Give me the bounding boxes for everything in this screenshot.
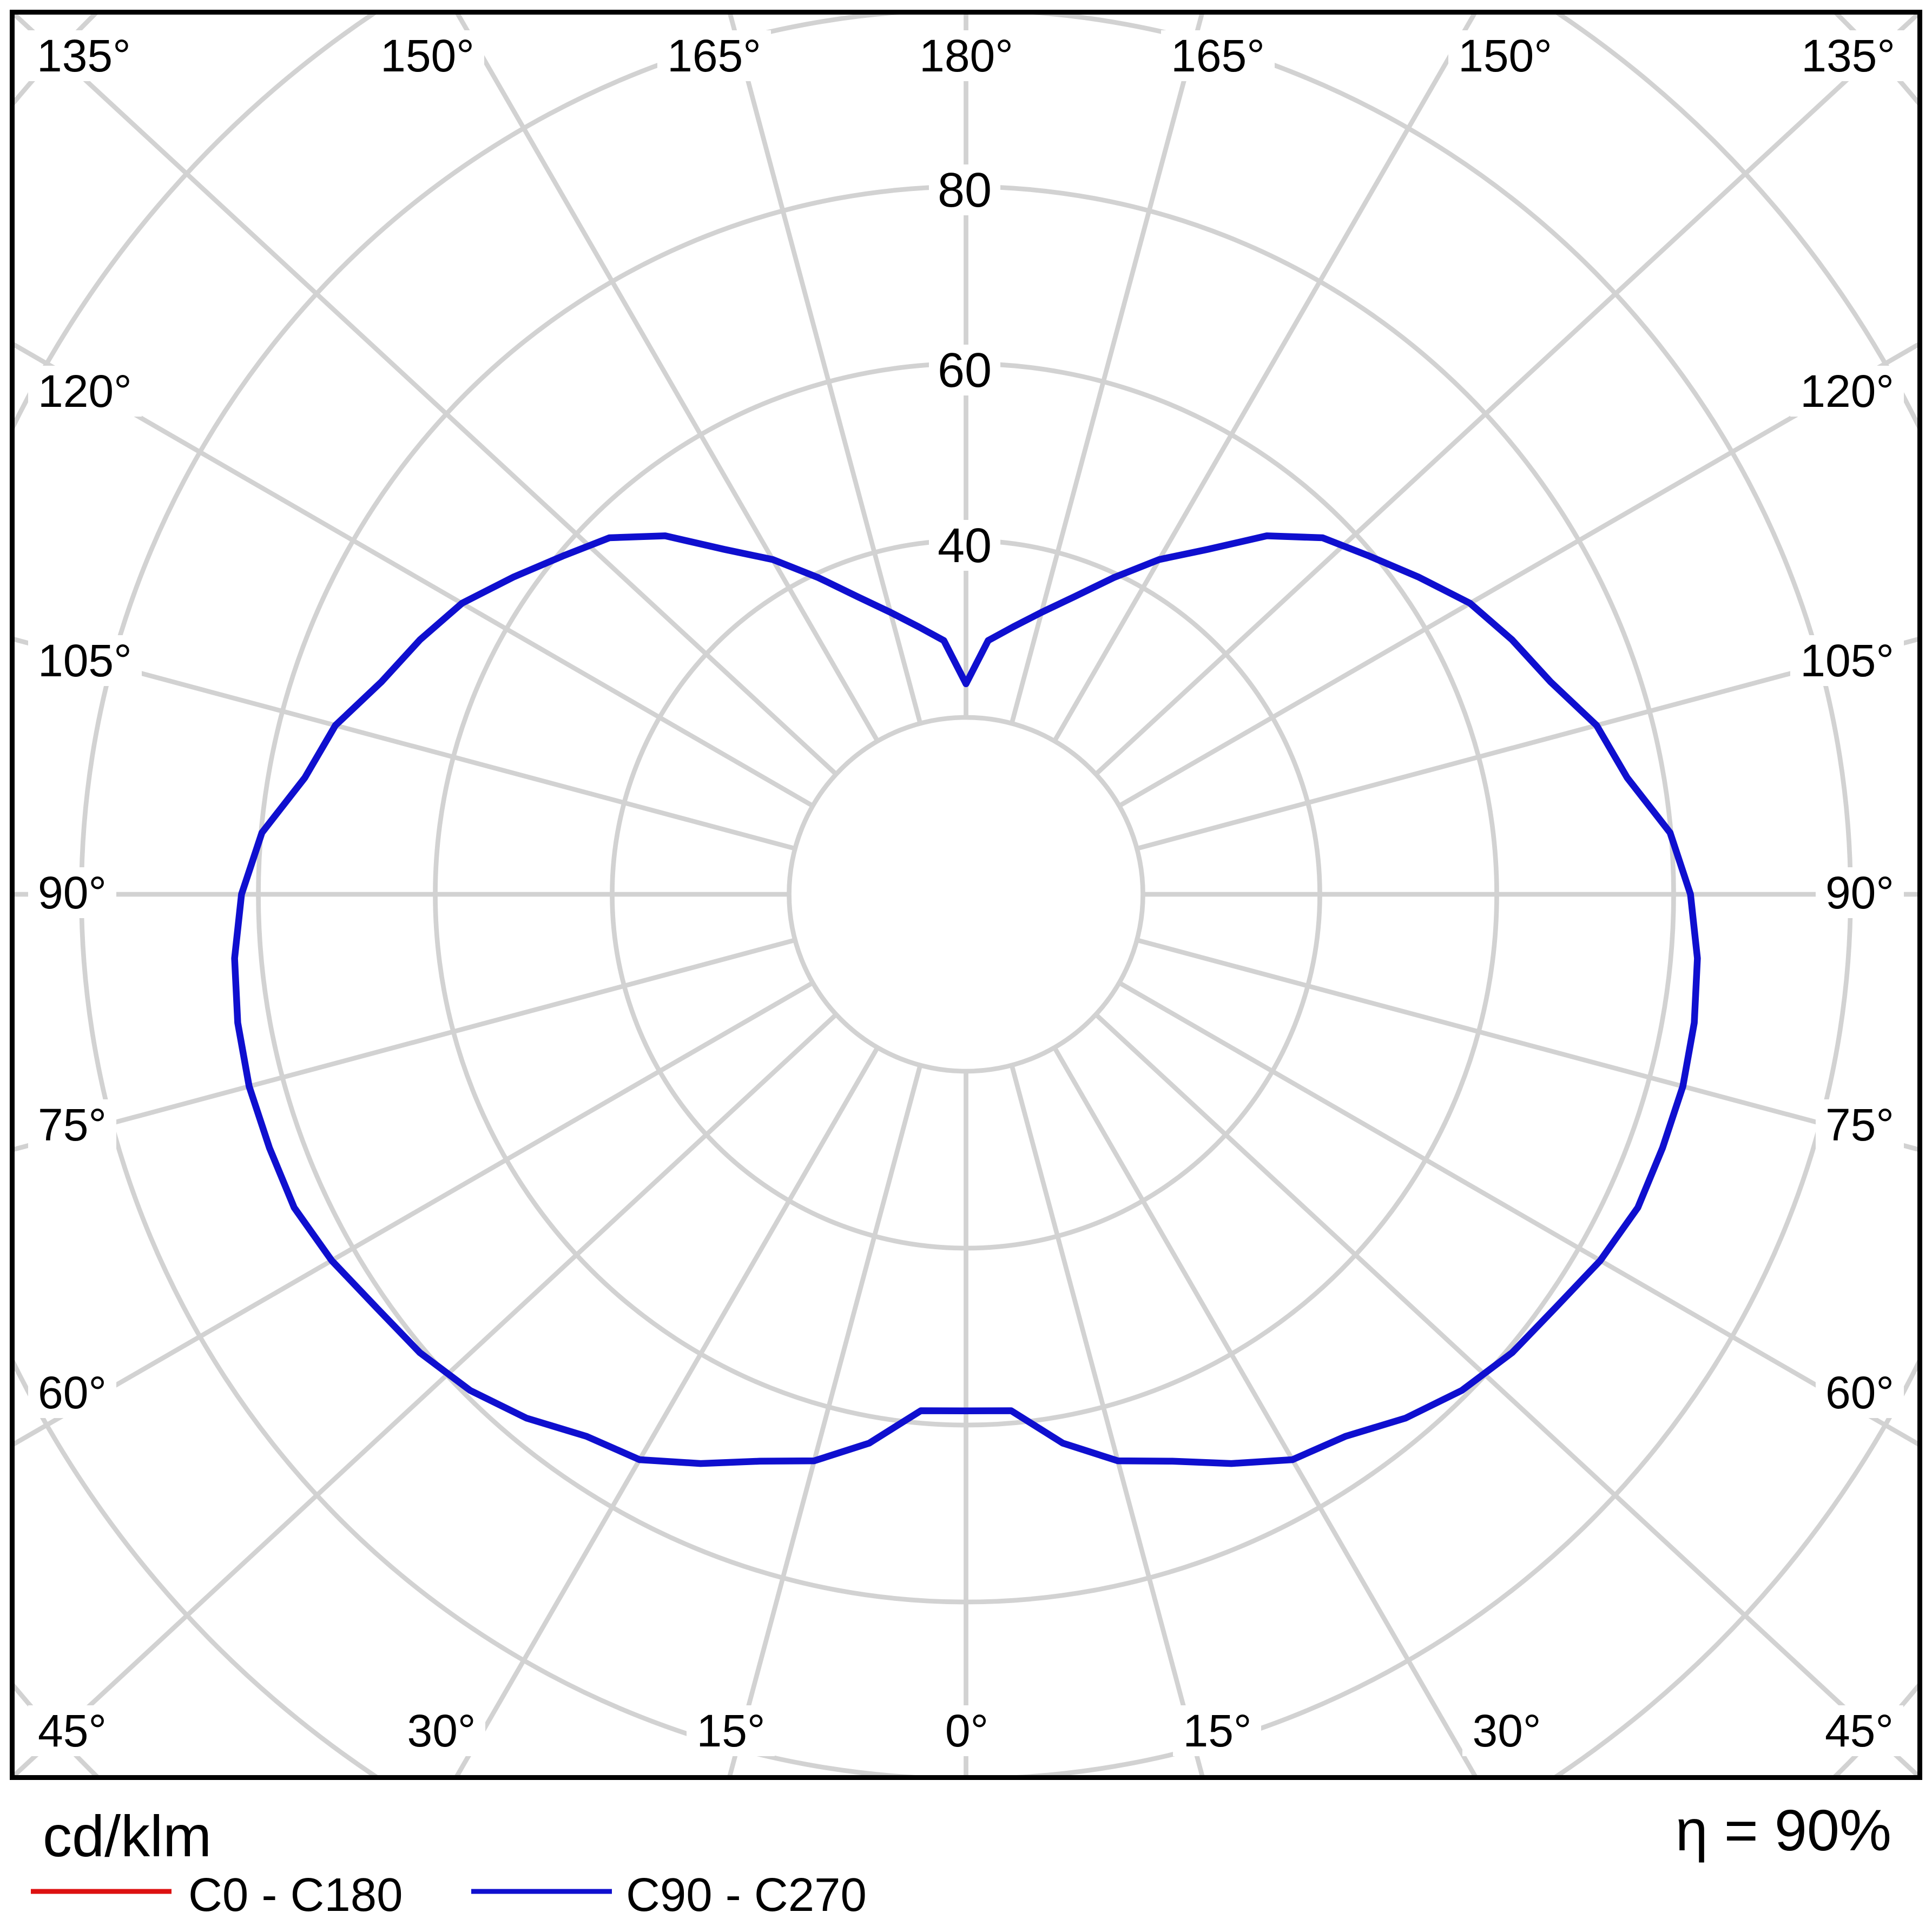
svg-text:cd/klm: cd/klm xyxy=(43,1803,212,1869)
svg-text:75°: 75° xyxy=(1825,1099,1894,1150)
svg-text:165°: 165° xyxy=(667,30,761,81)
svg-text:90°: 90° xyxy=(1825,867,1894,918)
svg-text:105°: 105° xyxy=(1800,635,1894,686)
svg-text:η = 90%: η = 90% xyxy=(1676,1797,1891,1863)
svg-text:135°: 135° xyxy=(1801,30,1895,81)
svg-text:120°: 120° xyxy=(38,366,132,417)
svg-text:150°: 150° xyxy=(380,30,474,81)
svg-text:120°: 120° xyxy=(1800,366,1894,417)
svg-text:135°: 135° xyxy=(37,30,131,81)
svg-text:60°: 60° xyxy=(38,1367,107,1418)
svg-text:80: 80 xyxy=(938,163,992,217)
svg-text:C90 - C270: C90 - C270 xyxy=(626,1869,867,1921)
svg-text:90°: 90° xyxy=(38,867,107,918)
svg-text:30°: 30° xyxy=(407,1705,476,1756)
svg-text:45°: 45° xyxy=(1825,1705,1894,1756)
svg-text:105°: 105° xyxy=(38,635,132,686)
svg-text:60°: 60° xyxy=(1825,1367,1894,1418)
svg-text:60: 60 xyxy=(938,344,992,398)
svg-text:45°: 45° xyxy=(38,1705,107,1756)
svg-text:180°: 180° xyxy=(919,30,1013,81)
svg-text:30°: 30° xyxy=(1472,1705,1541,1756)
svg-text:150°: 150° xyxy=(1458,30,1552,81)
svg-text:75°: 75° xyxy=(38,1099,107,1150)
svg-text:40: 40 xyxy=(938,519,992,573)
svg-text:165°: 165° xyxy=(1171,30,1265,81)
svg-text:15°: 15° xyxy=(1183,1705,1251,1756)
svg-text:15°: 15° xyxy=(696,1705,765,1756)
svg-text:0°: 0° xyxy=(945,1705,988,1756)
svg-text:C0 - C180: C0 - C180 xyxy=(188,1869,403,1921)
